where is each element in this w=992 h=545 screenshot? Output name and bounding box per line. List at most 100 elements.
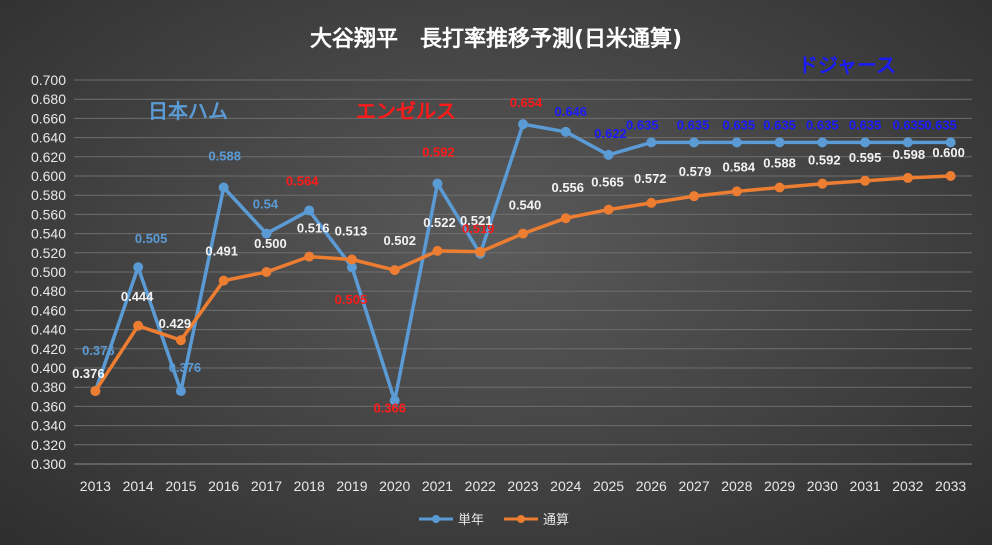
y-tick-label: 0.620 xyxy=(31,149,66,165)
series-point-0 xyxy=(689,137,700,148)
y-tick-label: 0.360 xyxy=(31,398,66,414)
data-label-0: 0.592 xyxy=(422,145,455,160)
x-tick-label: 2013 xyxy=(80,478,111,494)
y-tick-label: 0.540 xyxy=(31,226,66,242)
series-point-0 xyxy=(945,137,956,148)
data-label-1: 0.502 xyxy=(383,233,416,248)
x-tick-label: 2026 xyxy=(636,478,667,494)
x-tick-label: 2024 xyxy=(550,478,581,494)
series-point-0 xyxy=(731,137,742,148)
data-label-1: 0.565 xyxy=(591,175,624,190)
y-tick-label: 0.440 xyxy=(31,322,66,338)
data-label-0: 0.505 xyxy=(135,231,168,246)
y-tick-label: 0.460 xyxy=(31,302,66,318)
data-label-0: 0.635 xyxy=(893,117,926,132)
data-label-1: 0.572 xyxy=(634,171,667,186)
y-tick-label: 0.640 xyxy=(31,130,66,146)
data-label-0: 0.635 xyxy=(806,117,839,132)
series-point-1 xyxy=(603,204,614,215)
series xyxy=(90,119,956,406)
y-tick-label: 0.660 xyxy=(31,110,66,126)
series-point-1 xyxy=(560,213,571,224)
series-point-0 xyxy=(175,386,186,397)
x-tick-label: 2031 xyxy=(850,478,881,494)
series-point-1 xyxy=(689,191,700,202)
series-point-0 xyxy=(218,182,229,193)
x-tick-label: 2016 xyxy=(208,478,239,494)
data-label-0: 0.654 xyxy=(510,95,543,110)
data-label-1: 0.595 xyxy=(849,150,882,165)
series-point-0 xyxy=(817,137,828,148)
series-point-0 xyxy=(902,137,913,148)
data-label-1: 0.521 xyxy=(460,213,493,228)
series-point-1 xyxy=(90,386,101,397)
data-label-0: 0.519 xyxy=(462,221,495,236)
x-tick-label: 2023 xyxy=(507,478,538,494)
y-tick-label: 0.580 xyxy=(31,187,66,203)
grid xyxy=(74,79,972,446)
annotation-dodgers: ドジャース xyxy=(798,53,896,77)
series-point-1 xyxy=(817,178,828,189)
y-tick-label: 0.560 xyxy=(31,206,66,222)
legend-item-single: 単年 xyxy=(419,512,484,528)
data-label-1: 0.522 xyxy=(423,215,456,230)
data-label-0: 0.635 xyxy=(723,117,756,132)
y-tick-label: 0.380 xyxy=(31,379,66,395)
series-point-0 xyxy=(261,228,272,239)
data-label-0: 0.635 xyxy=(924,117,957,132)
series-point-1 xyxy=(389,265,400,276)
series-point-1 xyxy=(304,251,315,262)
y-tick-label: 0.420 xyxy=(31,341,66,357)
y-tick-label: 0.520 xyxy=(31,245,66,261)
chart-title: 大谷翔平 長打率推移予測(日米通算) xyxy=(310,26,682,52)
series-point-1 xyxy=(945,171,956,181)
series-point-0 xyxy=(860,137,871,148)
series-point-1 xyxy=(261,267,272,277)
annotation-angels: エンゼルス xyxy=(356,99,456,123)
annotations: 日本ハム エンゼルス ドジャース xyxy=(148,53,896,123)
data-label-0: 0.54 xyxy=(253,197,279,212)
data-label-0: 0.635 xyxy=(849,117,882,132)
series-point-1 xyxy=(774,182,785,193)
data-label-0: 0.564 xyxy=(286,174,319,189)
data-label-1: 0.500 xyxy=(254,236,287,251)
x-tick-label: 2028 xyxy=(721,478,752,494)
data-label-1: 0.491 xyxy=(205,244,238,259)
y-tick-label: 0.400 xyxy=(31,360,66,376)
data-label-1: 0.376 xyxy=(72,366,105,381)
series-point-1 xyxy=(731,186,742,197)
x-tick-label: 2020 xyxy=(379,478,410,494)
data-label-0: 0.635 xyxy=(677,117,710,132)
data-label-1: 0.540 xyxy=(509,198,542,213)
y-tick-label: 0.680 xyxy=(31,91,66,107)
series-point-1 xyxy=(902,172,913,183)
legend-label-cumulative: 通算 xyxy=(543,513,569,528)
data-labels: 0.376 0.505 0.376 0.588 0.54 0.564 0.505 0.366 0… xyxy=(72,95,965,415)
y-tick-label: 0.340 xyxy=(31,418,66,434)
x-tick-label: 2015 xyxy=(165,478,196,494)
legend-label-single: 単年 xyxy=(458,512,484,528)
data-label-1: 0.579 xyxy=(679,164,712,179)
y-tick-label: 0.480 xyxy=(31,283,66,299)
series-point-0 xyxy=(389,395,400,406)
data-label-1: 0.556 xyxy=(551,180,584,195)
data-label-1: 0.600 xyxy=(932,145,965,160)
legend-item-cumulative: 通算 xyxy=(504,513,569,528)
x-tick-label: 2017 xyxy=(251,478,282,494)
data-label-1: 0.598 xyxy=(893,147,926,162)
series-point-0 xyxy=(603,149,614,160)
x-tick-label: 2019 xyxy=(336,478,367,494)
x-tick-label: 2018 xyxy=(294,478,325,494)
data-label-0: 0.635 xyxy=(763,117,796,132)
annotation-nipponham: 日本ハム xyxy=(148,99,228,123)
data-label-1: 0.444 xyxy=(121,289,154,304)
x-tick-label: 2032 xyxy=(892,478,923,494)
legend: 単年 通算 xyxy=(419,512,569,528)
x-tick-label: 2025 xyxy=(593,478,624,494)
x-tick-label: 2033 xyxy=(935,478,966,494)
data-label-1: 0.588 xyxy=(763,156,796,171)
data-label-0: 0.376 xyxy=(169,360,202,375)
data-label-1: 0.592 xyxy=(808,153,841,168)
y-tick-label: 0.600 xyxy=(31,168,66,184)
series-point-1 xyxy=(218,275,229,286)
